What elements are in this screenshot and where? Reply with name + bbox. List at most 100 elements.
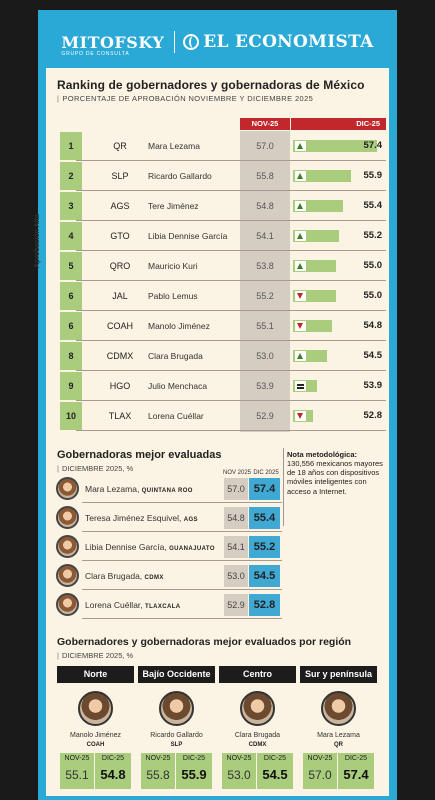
note-divider xyxy=(283,448,284,526)
state-name: GUANAJUATO xyxy=(169,546,215,552)
nov-value: 52.9 xyxy=(224,594,248,616)
region-values: NOV-25 55.1 DIC-25 54.8 xyxy=(60,753,131,789)
dic-value: 52.8 xyxy=(249,594,280,616)
row-divider xyxy=(76,280,386,281)
rank-badge: 5 xyxy=(60,252,82,280)
nov-column-background xyxy=(240,131,290,432)
governor-name: Mara Lezama xyxy=(317,732,360,739)
ranking-row: 3 AGS Tere Jiménez 54.8 55.4 xyxy=(60,191,386,221)
rank-badge: 10 xyxy=(60,402,82,430)
ranking-subtitle: PORCENTAJE DE APROBACIÓN NOVIEMBRE Y DIC… xyxy=(57,94,313,103)
nov-value: 55.1 xyxy=(256,321,274,331)
avatar xyxy=(56,477,79,500)
nov-value: 54.8 xyxy=(224,507,248,529)
row-divider xyxy=(76,430,386,431)
row-divider xyxy=(76,400,386,401)
governor-name: Libia Dennise García, GUANAJUATO xyxy=(85,534,215,561)
nov-value: 55.8 xyxy=(256,171,274,181)
dic-value: 54.5 xyxy=(249,565,280,587)
row-divider xyxy=(82,531,282,532)
dic-value: 55.9 xyxy=(181,767,207,782)
rank-badge: 6 xyxy=(60,312,82,340)
rank-badge: 2 xyxy=(60,162,82,190)
governor-name: Mara Lezama, QUINTANA ROO xyxy=(85,476,193,503)
nov-value: 53.8 xyxy=(256,261,274,271)
ranking-row: 5 QRO Mauricio Kuri 53.8 55.0 xyxy=(60,251,386,281)
dic-value: 54.8 xyxy=(363,320,383,331)
state-name: CDMX xyxy=(144,575,164,581)
name-text: Libia Dennise García, xyxy=(85,542,170,552)
y-axis-label: Aprobación Alta xyxy=(34,214,41,268)
avatar xyxy=(56,506,79,529)
women-list-item: Lorena Cuéllar, TLAXCALA 52.9 52.8 xyxy=(56,592,282,619)
governor-name: Libia Dennise García xyxy=(148,231,228,241)
nov-value: 52.9 xyxy=(256,411,274,421)
avatar xyxy=(240,691,275,726)
women-list-item: Mara Lezama, QUINTANA ROO 57.0 57.4 xyxy=(56,476,282,503)
methodology-note: Nota metodológica: 130,556 mexicanos may… xyxy=(287,450,383,496)
nov-label: NOV-25 xyxy=(64,755,90,762)
header-divider xyxy=(174,31,176,53)
state-code: QR xyxy=(113,141,127,151)
nov-label: NOV-25 xyxy=(307,755,333,762)
nov-value: 53.0 xyxy=(227,768,251,782)
regions-title: Gobernadores y gobernadoras mejor evalua… xyxy=(57,636,352,648)
region-name-header: Centro xyxy=(219,666,296,683)
region-name-header: Norte xyxy=(57,666,134,683)
dic-value: 57.4 xyxy=(249,478,280,500)
governor-name: Manolo Jiménez xyxy=(70,732,121,739)
dic-box: DIC-25 57.4 xyxy=(338,753,374,789)
dic-label: DIC-25 xyxy=(263,755,287,762)
avatar xyxy=(321,691,356,726)
row-divider xyxy=(76,340,386,341)
region-values: NOV-25 57.0 DIC-25 57.4 xyxy=(303,753,374,789)
row-divider xyxy=(82,618,282,619)
dic-value: 57.4 xyxy=(343,767,369,782)
nov-value: 54.8 xyxy=(256,201,274,211)
state-code: QRO xyxy=(109,261,131,271)
governor-name: Mauricio Kuri xyxy=(148,261,198,271)
nov-value: 54.1 xyxy=(256,231,274,241)
nov-value: 55.8 xyxy=(146,768,170,782)
infographic-frame: MITOFSKY GRUPO DE CONSULTA EL ECONOMISTA… xyxy=(34,10,397,800)
trend-up-icon xyxy=(295,231,306,241)
state-code: AGS xyxy=(110,201,130,211)
state-code: GTO xyxy=(110,231,130,241)
women-list-item: Teresa Jiménez Esquivel, AGS 54.8 55.4 xyxy=(56,505,282,532)
women-list-item: Clara Brugada, CDMX 53.0 54.5 xyxy=(56,563,282,590)
nov-value: 57.0 xyxy=(308,768,332,782)
row-divider xyxy=(76,220,386,221)
governor-name: Lorena Cuéllar xyxy=(148,411,204,421)
governor-name: Teresa Jiménez Esquivel, AGS xyxy=(85,505,198,532)
state-code: COAH xyxy=(86,742,105,748)
region-values: NOV-25 55.8 DIC-25 55.9 xyxy=(141,753,212,789)
avatar xyxy=(159,691,194,726)
dic-label: DIC-25 xyxy=(101,755,125,762)
women-subtitle: DICIEMBRE 2025, % xyxy=(57,464,133,473)
nov-column-header: NOV-25 xyxy=(240,118,290,130)
state-code: COAH xyxy=(106,321,133,331)
note-title: Nota metodológica: xyxy=(287,450,358,459)
dic-value: 55.9 xyxy=(363,170,383,181)
trend-down-icon xyxy=(295,411,306,421)
governor-name: Clara Brugada xyxy=(148,351,203,361)
state-code: TLAX xyxy=(108,411,132,421)
women-list-item: Libia Dennise García, GUANAJUATO 54.1 55.2 xyxy=(56,534,282,561)
state-code: HGO xyxy=(109,381,131,391)
nov-value: 53.0 xyxy=(224,565,248,587)
trend-up-icon xyxy=(295,141,306,151)
state-code: CDMX xyxy=(248,742,267,748)
dic-value: 54.5 xyxy=(262,767,288,782)
governor-name: Clara Brugada xyxy=(234,732,281,739)
dic-value: 52.8 xyxy=(363,410,383,421)
dic-label: DIC-25 xyxy=(182,755,206,762)
ranking-row: 9 HGO Julio Menchaca 53.9 53.9 xyxy=(60,371,386,401)
ranking-row: 6 JAL Pablo Lemus 55.2 55.0 xyxy=(60,281,386,311)
dic-column-header: DIC-25 xyxy=(291,118,386,130)
trend-up-icon xyxy=(295,171,306,181)
rank-badge: 6 xyxy=(60,282,82,310)
ranking-row: 10 TLAX Lorena Cuéllar 52.9 52.8 xyxy=(60,401,386,431)
dic-label: DIC-25 xyxy=(344,755,368,762)
trend-down-icon xyxy=(295,321,306,331)
governor-name: Pablo Lemus xyxy=(148,291,198,301)
